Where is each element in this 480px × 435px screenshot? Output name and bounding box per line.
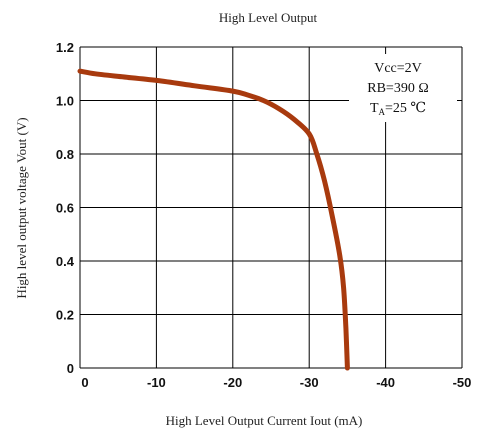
annotation-ta-suffix: =25 ℃: [385, 101, 426, 116]
annotation-box: Vcc=2V RB=390 Ω TA=25 ℃: [349, 54, 457, 122]
y-tick-label-2: 0.4: [56, 254, 75, 269]
x-tick-label-4: -40: [376, 375, 395, 390]
chart-title: High Level Output: [219, 10, 318, 25]
x-tick-label-0: 0: [81, 375, 88, 390]
annotation-rb: RB=390 Ω: [367, 81, 428, 96]
x-tick-label-3: -30: [300, 375, 319, 390]
grid: [79, 46, 463, 369]
y-tick-label-3: 0.6: [56, 201, 74, 216]
annotation-ta-prefix: T: [370, 101, 379, 116]
annotation-ta-sub: A: [379, 107, 386, 117]
annotation-vcc: Vcc=2V: [374, 61, 422, 76]
y-tick-label-5: 1.0: [56, 94, 74, 109]
series-line-0: [77, 68, 350, 371]
x-tick-label-5: -50: [453, 375, 472, 390]
y-tick-label-4: 0.8: [56, 147, 74, 162]
x-tick-label-2: -20: [223, 375, 242, 390]
annotation-ta: TA=25 ℃: [370, 101, 426, 117]
y-tick-label-6: 1.2: [56, 40, 74, 55]
x-axis-label: High Level Output Current Iout (mA): [166, 413, 363, 428]
x-tick-label-1: -10: [147, 375, 166, 390]
y-axis-label: High level output voltage Vout (V): [14, 117, 29, 298]
annotation-background: [349, 54, 457, 122]
series-layer: [77, 68, 350, 371]
tick-labels: 0 -10 -20 -30 -40 -50 0 0.2 0.4 0.6 0.8 1.0 1.2: [56, 40, 471, 390]
y-tick-label-0: 0: [67, 361, 74, 376]
y-tick-label-1: 0.2: [56, 308, 74, 323]
